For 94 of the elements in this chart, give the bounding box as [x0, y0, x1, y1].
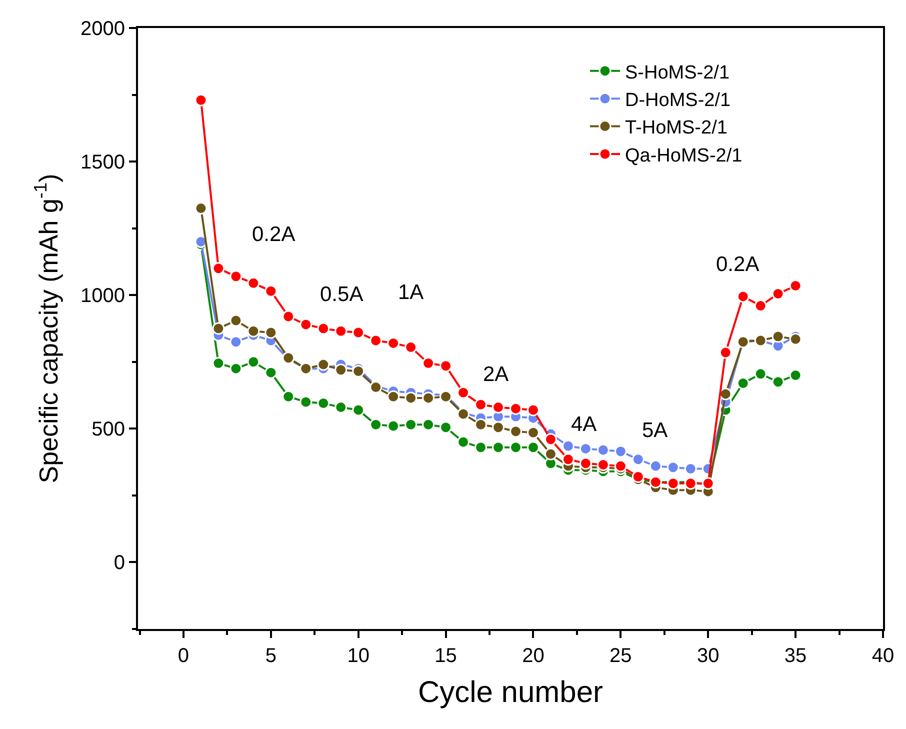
point [789, 332, 802, 346]
point [579, 457, 592, 470]
point [457, 386, 470, 399]
point [526, 426, 540, 439]
point [264, 284, 278, 298]
point [510, 402, 522, 415]
point [422, 356, 435, 370]
legend-label: T-HoMS-2/1 [625, 118, 728, 139]
point [666, 461, 680, 474]
x-tick-label: 10 [347, 645, 370, 667]
point [264, 366, 278, 379]
point [300, 318, 312, 331]
point [194, 94, 208, 106]
point [736, 377, 750, 390]
point [370, 418, 382, 431]
point [247, 276, 260, 290]
x-tick-label: 0 [178, 645, 190, 667]
legend-label: S-HoMS-2/1 [625, 62, 730, 84]
point [736, 290, 750, 303]
point [492, 441, 505, 454]
point [754, 368, 767, 380]
x-tick-label: 35 [784, 645, 807, 667]
point [510, 425, 522, 438]
point [562, 440, 574, 452]
point [230, 336, 242, 348]
point [474, 398, 488, 411]
x-axis-title: Cycle number [418, 676, 604, 709]
point [614, 460, 627, 472]
point [230, 270, 242, 283]
point [282, 390, 295, 403]
y-tick-label: 0 [114, 552, 125, 574]
point [422, 418, 435, 431]
y-tick-label: 500 [92, 418, 125, 441]
point [230, 314, 242, 327]
point [317, 358, 330, 371]
point [247, 356, 260, 368]
point [772, 376, 784, 388]
legend-label: D-HoMS-2/1 [625, 90, 731, 111]
annotation: 0.2A [716, 253, 760, 276]
point [317, 322, 330, 335]
point [282, 310, 295, 323]
y-tick-label: 1000 [80, 285, 125, 308]
x-tick-label: 5 [265, 645, 276, 667]
point [387, 420, 400, 432]
point [334, 364, 348, 376]
point [264, 326, 278, 339]
point [492, 401, 505, 414]
x-tick-label: 25 [610, 645, 632, 667]
point [247, 324, 260, 338]
point [632, 453, 644, 466]
point [212, 262, 225, 275]
legend-label: Qa-HoMS-2/1 [625, 145, 742, 166]
point [212, 322, 225, 335]
annotation: 5A [642, 419, 668, 442]
point [719, 346, 732, 359]
point [422, 392, 435, 404]
point [526, 441, 540, 454]
point [562, 453, 574, 466]
point [404, 392, 418, 404]
point [352, 404, 365, 416]
x-tick-label: 20 [522, 645, 544, 667]
point [632, 470, 644, 483]
x-tick-label: 15 [434, 645, 457, 667]
point [544, 448, 557, 460]
point [194, 202, 208, 215]
annotation: 4A [571, 413, 597, 436]
point [772, 330, 784, 343]
point [474, 418, 488, 431]
point [387, 390, 400, 403]
point [404, 418, 418, 431]
point [440, 421, 452, 434]
point [492, 421, 505, 434]
annotation: 0.2A [252, 223, 296, 246]
point [649, 460, 662, 472]
x-tick-label: 40 [872, 645, 894, 667]
point [230, 362, 242, 375]
point [614, 445, 627, 458]
annotation: 1A [398, 281, 424, 304]
point [526, 404, 540, 416]
point [457, 436, 470, 448]
annotation: 2A [483, 363, 509, 386]
point [510, 441, 522, 454]
point [352, 364, 365, 378]
y-tick-label: 1500 [80, 152, 125, 174]
point [212, 356, 225, 370]
point [474, 441, 488, 454]
y-tick-label: 2000 [80, 18, 125, 40]
point [352, 326, 365, 339]
x-tick-label: 30 [696, 645, 720, 667]
point [370, 334, 382, 347]
annotation: 0.5A [320, 283, 364, 306]
point [334, 324, 348, 338]
point [596, 444, 610, 456]
point [300, 396, 312, 408]
